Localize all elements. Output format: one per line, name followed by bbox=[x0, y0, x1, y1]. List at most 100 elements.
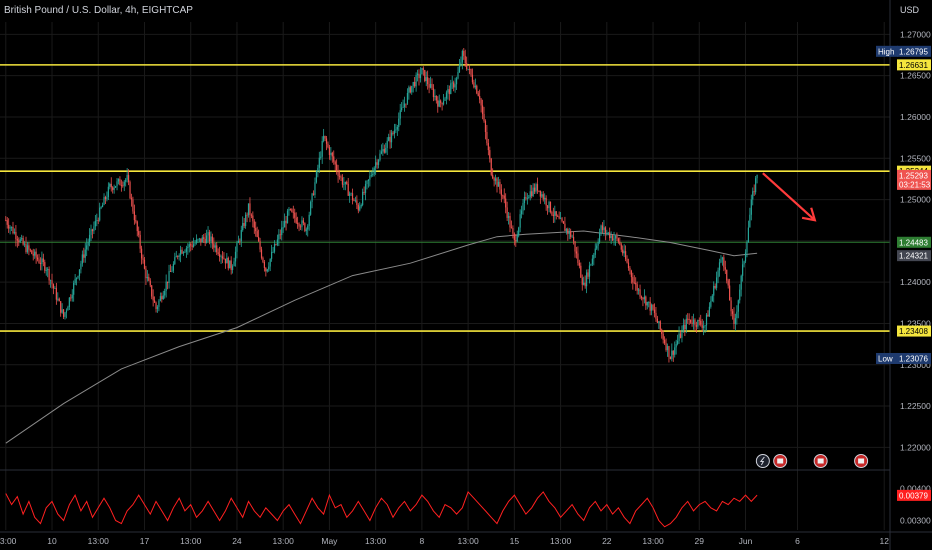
candle-body bbox=[58, 298, 60, 302]
x-tick-label: 13:00 bbox=[0, 536, 17, 546]
symbol-title[interactable]: British Pound / U.S. Dollar, 4h, EIGHTCA… bbox=[4, 5, 193, 16]
candle-body bbox=[600, 225, 602, 234]
candle-body bbox=[357, 204, 359, 211]
candle-body bbox=[570, 231, 572, 237]
candle-body bbox=[454, 84, 456, 88]
candle-body bbox=[223, 258, 225, 260]
candle-body bbox=[42, 258, 44, 263]
candle-body bbox=[120, 185, 122, 186]
candle-body bbox=[510, 227, 513, 229]
candle-body bbox=[132, 199, 134, 212]
candle-body bbox=[373, 167, 375, 174]
candle-body bbox=[362, 191, 364, 205]
candle-body bbox=[401, 107, 403, 111]
candle-body bbox=[597, 241, 599, 246]
candle-body bbox=[193, 244, 195, 247]
candle-body bbox=[512, 228, 514, 234]
candle-body bbox=[445, 92, 448, 99]
candle-body bbox=[130, 198, 133, 200]
candle-body bbox=[338, 176, 341, 177]
candle-body bbox=[73, 283, 75, 295]
candle-body bbox=[458, 64, 461, 73]
price-tags: 1.266311.253441.244831.23408High1.267951… bbox=[876, 45, 931, 501]
y-tick-label: 1.23000 bbox=[900, 360, 931, 370]
candle-body bbox=[677, 340, 679, 345]
candle-body bbox=[450, 83, 452, 95]
candle-body bbox=[522, 202, 524, 211]
candle-body bbox=[96, 220, 98, 222]
candle-body bbox=[174, 257, 176, 264]
candle-body bbox=[229, 260, 231, 269]
candle-body bbox=[269, 258, 271, 267]
candle-body bbox=[546, 205, 549, 209]
candle-body bbox=[262, 257, 264, 263]
candle-body bbox=[414, 81, 416, 87]
candle-body bbox=[726, 269, 728, 281]
flag-glyph bbox=[858, 458, 865, 464]
candle-body bbox=[233, 261, 235, 267]
candle-body bbox=[351, 193, 354, 201]
candle-body bbox=[415, 75, 417, 87]
candle-body bbox=[554, 211, 556, 216]
candle-body bbox=[279, 234, 281, 236]
candle-body bbox=[49, 280, 52, 282]
candle-body bbox=[633, 282, 635, 284]
candle-body bbox=[389, 136, 391, 143]
candle-body bbox=[447, 89, 449, 93]
candle-body bbox=[710, 301, 712, 307]
osc-tick-label: 0.00300 bbox=[900, 515, 931, 525]
y-tick-label: 1.25500 bbox=[900, 153, 931, 163]
candle-body bbox=[26, 245, 29, 252]
candle-body bbox=[88, 234, 91, 243]
candle-body bbox=[341, 177, 344, 185]
candle-body bbox=[52, 284, 55, 289]
candle-body bbox=[393, 130, 396, 134]
candle-body bbox=[441, 102, 443, 105]
candle-body bbox=[671, 350, 673, 359]
candle-body bbox=[41, 258, 43, 265]
candle-body bbox=[344, 181, 346, 185]
candle-body bbox=[690, 319, 692, 323]
candle-body bbox=[733, 313, 735, 324]
candle-body bbox=[694, 319, 696, 326]
candle-body bbox=[557, 215, 559, 217]
candlestick-series bbox=[5, 47, 758, 363]
event-markers[interactable] bbox=[755, 454, 869, 468]
candle-body bbox=[468, 68, 471, 70]
candle-body bbox=[35, 251, 37, 258]
candle-body bbox=[260, 249, 263, 258]
candle-body bbox=[349, 193, 351, 196]
y-tick-label: 1.22000 bbox=[900, 442, 931, 452]
candle-body bbox=[580, 265, 582, 278]
candle-body bbox=[310, 202, 312, 215]
candle-body bbox=[36, 257, 39, 260]
candle-body bbox=[740, 275, 742, 290]
tag-osc-current-bg bbox=[897, 489, 931, 501]
candle-body bbox=[162, 295, 164, 300]
candle-body bbox=[665, 343, 667, 351]
candle-body bbox=[623, 251, 625, 254]
candle-body bbox=[535, 184, 537, 192]
candle-body bbox=[635, 283, 637, 285]
candle-body bbox=[336, 164, 338, 171]
candle-body bbox=[68, 297, 70, 307]
candle-body bbox=[217, 252, 219, 255]
candle-body bbox=[191, 245, 193, 247]
candle-body bbox=[658, 321, 660, 323]
candle-body bbox=[568, 231, 570, 234]
candle-body bbox=[255, 227, 257, 232]
candle-body bbox=[744, 252, 747, 262]
candle-body bbox=[720, 259, 722, 263]
candle-body bbox=[734, 318, 737, 324]
x-tick-label: 8 bbox=[420, 536, 425, 546]
candle-body bbox=[289, 209, 292, 210]
candle-body bbox=[117, 179, 120, 182]
candle-body bbox=[717, 270, 719, 278]
candle-body bbox=[22, 238, 24, 245]
currency-label: USD bbox=[900, 5, 920, 15]
candle-body bbox=[723, 257, 725, 268]
candle-body bbox=[377, 160, 380, 165]
candle-body bbox=[561, 218, 563, 222]
oscillator-line bbox=[5, 490, 758, 528]
